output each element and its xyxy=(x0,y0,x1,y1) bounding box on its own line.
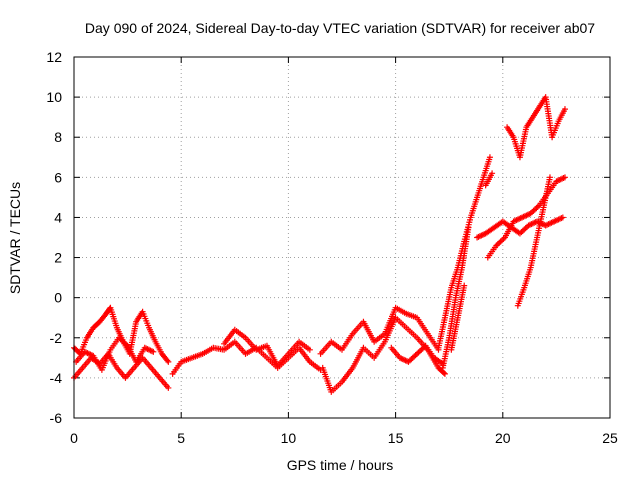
y-tick-label: -2 xyxy=(50,330,63,346)
series-track-p xyxy=(514,174,553,309)
data-point-marker xyxy=(306,346,313,353)
chart-title: Day 090 of 2024, Sidereal Day-to-day VTE… xyxy=(85,20,595,36)
data-point-marker xyxy=(150,348,157,355)
series-track-k xyxy=(448,282,468,353)
series-track-e xyxy=(221,326,313,369)
series-track-b xyxy=(71,350,172,391)
data-point-marker xyxy=(441,370,448,377)
grid-lines xyxy=(74,57,610,418)
series-track-o xyxy=(504,94,568,161)
series-track-j xyxy=(439,224,472,371)
y-tick-label: 4 xyxy=(54,209,62,225)
data-point-marker xyxy=(559,214,566,221)
y-tick-label: 6 xyxy=(54,169,62,185)
series-track-f xyxy=(319,314,448,395)
y-axis-ticks: -6 -4 -2 0 2 4 6 8 10 12 xyxy=(46,49,610,426)
x-tick-label: 10 xyxy=(281,430,297,446)
data-point-marker xyxy=(489,170,496,177)
series-track-n xyxy=(482,170,496,189)
data-point-marker xyxy=(461,282,468,289)
series-track-g xyxy=(317,304,442,357)
y-tick-label: 0 xyxy=(54,290,62,306)
series-track-l xyxy=(474,214,566,241)
y-tick-label: -4 xyxy=(50,370,63,386)
data-point-marker xyxy=(561,174,568,181)
y-tick-label: 8 xyxy=(54,129,62,145)
x-tick-label: 15 xyxy=(388,430,404,446)
series-track-h xyxy=(388,342,446,367)
plot-frame xyxy=(73,56,611,419)
series-track-c xyxy=(73,334,157,373)
x-axis-label: GPS time / hours xyxy=(287,457,394,473)
data-point-marker xyxy=(546,174,553,181)
series-track-a xyxy=(71,304,172,365)
x-tick-label: 25 xyxy=(602,430,618,446)
data-points xyxy=(71,94,568,395)
data-point-marker xyxy=(440,369,447,376)
data-point-marker xyxy=(165,358,172,365)
y-tick-label: 12 xyxy=(46,49,62,65)
x-tick-label: 20 xyxy=(495,430,511,446)
y-axis-label: SDTVAR / TECUs xyxy=(7,182,23,294)
data-point-marker xyxy=(486,154,493,161)
x-tick-label: 5 xyxy=(177,430,185,446)
data-point-marker xyxy=(465,224,472,231)
data-point-marker xyxy=(164,357,171,364)
series-track-m xyxy=(484,174,568,261)
data-point-marker xyxy=(561,106,568,113)
x-tick-label: 0 xyxy=(70,430,78,446)
y-tick-label: 10 xyxy=(46,89,62,105)
y-tick-label: 2 xyxy=(54,250,62,266)
y-tick-label: -6 xyxy=(50,410,63,426)
data-point-marker xyxy=(165,384,172,391)
